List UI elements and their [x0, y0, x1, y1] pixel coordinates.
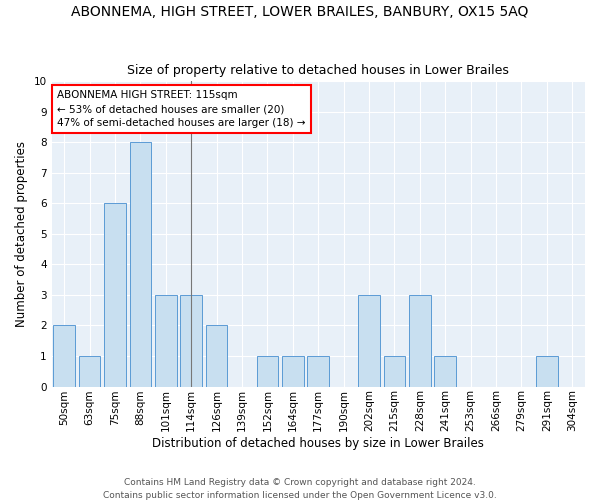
Bar: [155, 295, 176, 386]
Bar: [206, 326, 227, 386]
Y-axis label: Number of detached properties: Number of detached properties: [15, 140, 28, 326]
Text: Contains HM Land Registry data © Crown copyright and database right 2024.
Contai: Contains HM Land Registry data © Crown c…: [103, 478, 497, 500]
Bar: [307, 356, 329, 386]
Title: Size of property relative to detached houses in Lower Brailes: Size of property relative to detached ho…: [127, 64, 509, 77]
Bar: [536, 356, 557, 386]
Bar: [257, 356, 278, 386]
Bar: [383, 356, 405, 386]
Bar: [434, 356, 456, 386]
Bar: [104, 203, 126, 386]
Bar: [282, 356, 304, 386]
Text: ABONNEMA HIGH STREET: 115sqm
← 53% of detached houses are smaller (20)
47% of se: ABONNEMA HIGH STREET: 115sqm ← 53% of de…: [57, 90, 305, 128]
Bar: [79, 356, 100, 386]
Bar: [130, 142, 151, 386]
Bar: [53, 326, 75, 386]
Bar: [409, 295, 431, 386]
Bar: [181, 295, 202, 386]
Text: ABONNEMA, HIGH STREET, LOWER BRAILES, BANBURY, OX15 5AQ: ABONNEMA, HIGH STREET, LOWER BRAILES, BA…: [71, 5, 529, 19]
Bar: [358, 295, 380, 386]
X-axis label: Distribution of detached houses by size in Lower Brailes: Distribution of detached houses by size …: [152, 437, 484, 450]
